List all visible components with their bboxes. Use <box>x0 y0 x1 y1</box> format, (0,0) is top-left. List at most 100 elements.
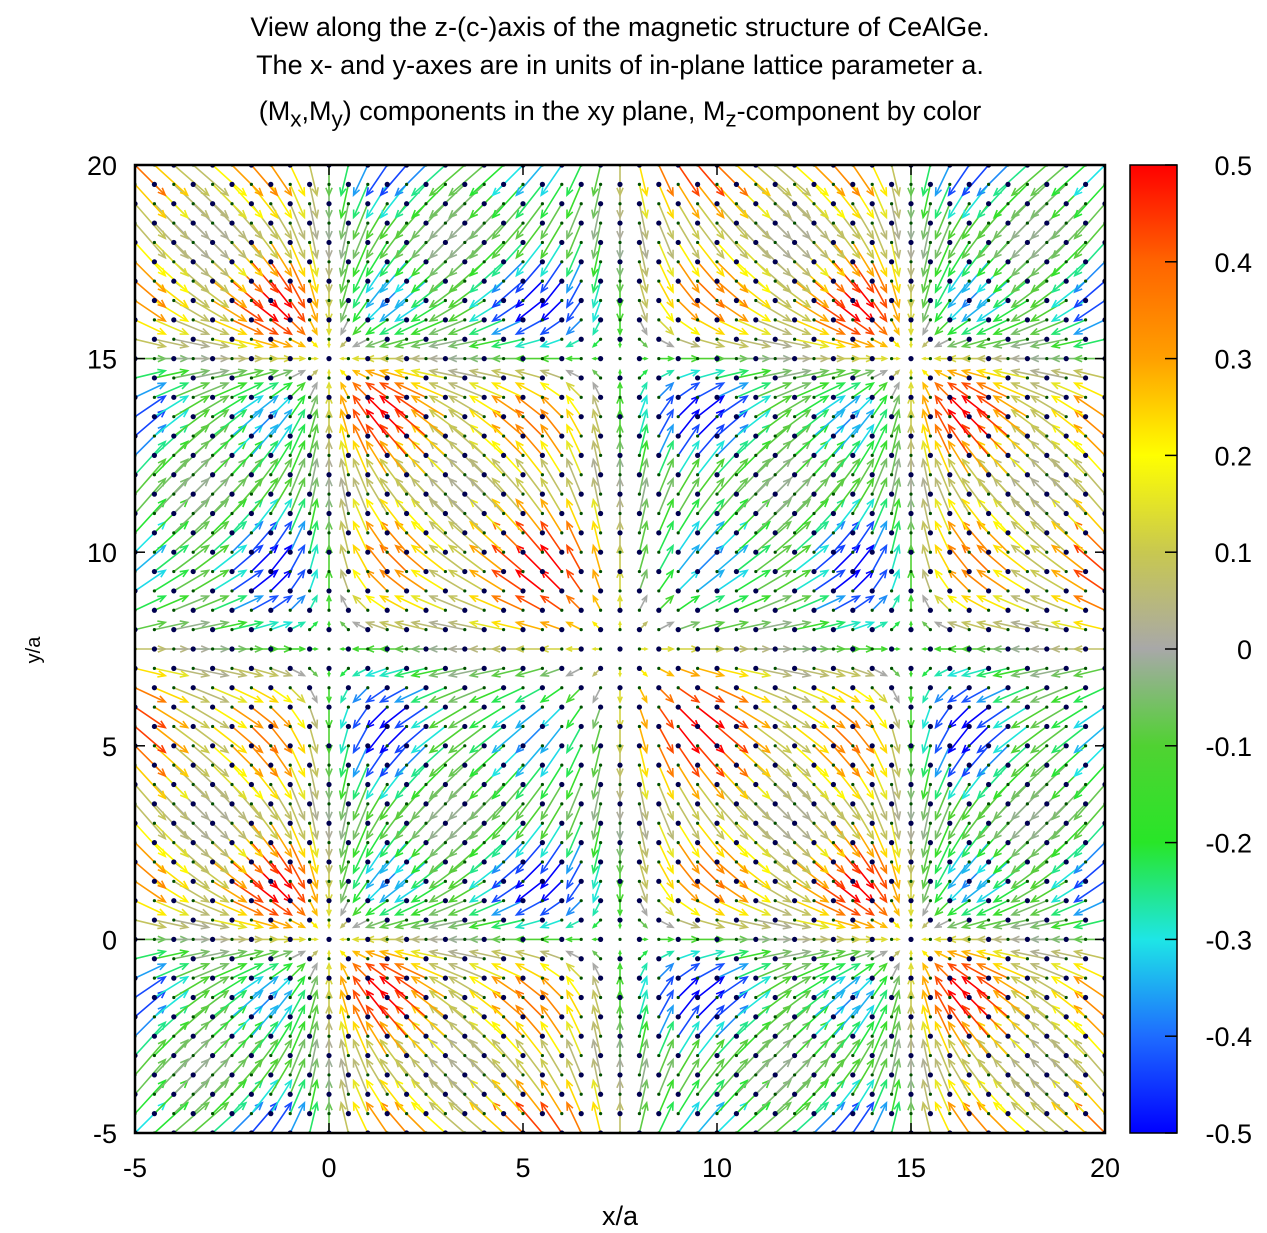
vector-arrowhead <box>237 949 248 957</box>
vector-arrow <box>871 1005 888 1037</box>
vector-arrowhead <box>298 848 306 859</box>
vector-arrow <box>1074 478 1105 515</box>
vector-arrow <box>353 919 369 928</box>
vector-arrowhead <box>1072 949 1083 957</box>
vector-arrow <box>515 1005 544 1037</box>
vector-arrow <box>948 900 970 916</box>
vector-arrow <box>1051 842 1087 874</box>
vector-arrow <box>192 963 229 979</box>
vector-arrow <box>429 1005 466 1037</box>
vector-arrow <box>677 976 700 999</box>
vector-arrowhead <box>851 949 862 958</box>
vector-arrowhead <box>490 963 501 971</box>
vector-arrowhead <box>836 975 846 985</box>
vector-arrow <box>289 1102 306 1133</box>
vector-arrowhead <box>365 1101 374 1111</box>
vector-arrow <box>813 990 845 1018</box>
vector-arrowhead <box>1010 989 1021 999</box>
vector-arrowhead <box>157 848 167 858</box>
vector-arrow <box>540 441 563 476</box>
vector-arrowhead <box>782 908 793 916</box>
vector-arrowhead <box>976 880 986 890</box>
vector-arrow <box>735 783 771 820</box>
vector-arrowhead <box>920 1020 929 1031</box>
vector-arrowhead <box>200 848 211 858</box>
vector-arrowhead <box>410 908 421 916</box>
vector-arrowhead <box>254 963 265 971</box>
vector-arrowhead <box>200 922 211 930</box>
vector-arrowhead <box>893 988 901 999</box>
vector-arrow <box>270 990 292 1018</box>
vector-arrowhead <box>739 949 750 957</box>
vector-arrow <box>962 919 989 929</box>
vector-arrow <box>1074 822 1105 857</box>
vector-arrow <box>192 976 229 999</box>
vector-arrow <box>947 1021 970 1056</box>
vector-arrow <box>540 1080 563 1115</box>
vector-arrowhead <box>284 1101 293 1111</box>
vector-arrow <box>1074 261 1105 293</box>
vector-arrowhead <box>666 950 675 957</box>
vector-arrow <box>935 919 951 928</box>
vector-arrow <box>716 1021 748 1057</box>
vector-arrow <box>1051 1021 1087 1057</box>
vector-arrow <box>153 783 189 820</box>
vector-arrow <box>871 880 888 903</box>
vector-arrow <box>540 784 563 820</box>
vector-arrowhead <box>428 975 439 984</box>
vector-arrow <box>934 803 951 839</box>
vector-arrow <box>833 919 860 929</box>
vector-arrow <box>852 1039 875 1076</box>
vector-arrow <box>716 842 748 874</box>
vector-arrowhead <box>1010 880 1021 890</box>
vector-arrowhead <box>284 1038 293 1049</box>
vector-arrow <box>154 919 188 929</box>
vector-arrow <box>515 1102 544 1133</box>
vector-arrow <box>677 900 700 916</box>
vector-arrowhead <box>922 908 929 917</box>
vector-arrow <box>352 1080 369 1114</box>
vector-arrow <box>774 706 811 729</box>
vector-arrow <box>515 241 544 277</box>
vector-arrow <box>934 976 951 998</box>
vector-arrow <box>890 1080 900 1114</box>
vector-arrow <box>755 990 792 1018</box>
vector-arrow <box>353 950 369 960</box>
vector-arrow <box>697 861 725 889</box>
vector-arrow <box>735 203 771 239</box>
vector-arrow <box>696 1080 725 1115</box>
vector-arrow <box>934 1059 951 1095</box>
vector-arrow <box>540 1021 563 1056</box>
vector-arrow <box>852 919 874 929</box>
vector-arrow <box>1074 241 1105 277</box>
vector-arrow <box>1011 1079 1048 1115</box>
vector-arrow <box>677 261 700 293</box>
vector-arrowhead <box>975 963 986 971</box>
vector-arrow <box>977 725 1009 753</box>
vector-arrowhead <box>490 935 501 944</box>
vector-arrowhead <box>238 1079 248 1089</box>
vector-arrow <box>1011 880 1048 903</box>
vector-arrow <box>977 880 1009 903</box>
vector-arrow <box>735 241 771 277</box>
vector-arrow <box>135 1079 166 1115</box>
vector-arrow <box>697 950 724 960</box>
vector-arrow <box>395 686 427 703</box>
vector-arrowhead <box>665 893 675 904</box>
vector-arrowhead <box>540 864 549 875</box>
vector-arrowhead <box>618 924 622 930</box>
vector-arrow <box>697 880 725 903</box>
vector-arrow <box>993 1005 1028 1037</box>
vector-arrowhead <box>643 937 649 942</box>
vector-arrow <box>697 919 724 929</box>
vector-arrow <box>448 545 485 573</box>
vector-arrow <box>638 1040 648 1076</box>
vector-arrow <box>412 950 446 960</box>
vector-arrowhead <box>716 1057 725 1068</box>
vector-arrowhead <box>428 880 439 890</box>
vector-arrow <box>852 950 874 960</box>
vector-arrowhead <box>666 848 674 859</box>
vector-arrow <box>395 1059 427 1095</box>
vector-arrow <box>515 842 544 874</box>
vector-arrow <box>658 203 674 239</box>
